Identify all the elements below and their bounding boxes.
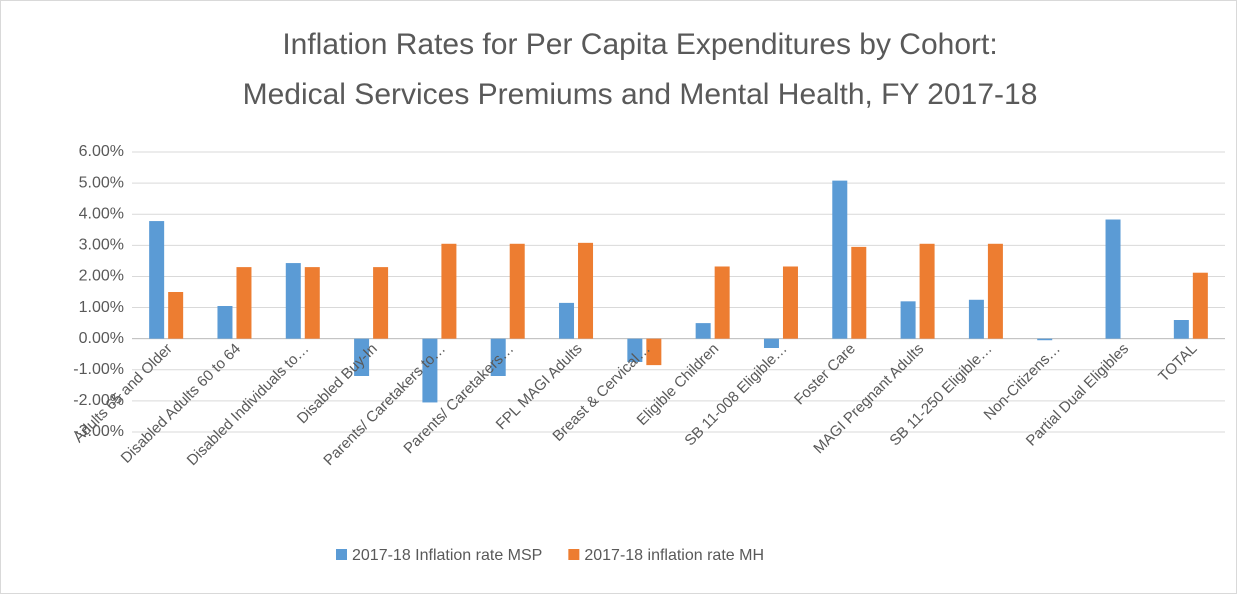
bar <box>1173 320 1189 339</box>
bar <box>782 266 798 339</box>
bar <box>578 242 594 339</box>
y-tick-label: 0.00% <box>79 330 124 347</box>
legend-label: 2017-18 inflation rate MH <box>584 547 764 564</box>
bar <box>149 221 165 339</box>
bar <box>559 302 575 339</box>
y-tick-label: 4.00% <box>79 205 124 222</box>
y-tick-label: 5.00% <box>79 174 124 191</box>
legend-label: 2017-18 Inflation rate MSP <box>352 547 542 564</box>
bar <box>217 306 233 339</box>
bar <box>509 243 525 339</box>
bar <box>1192 272 1208 339</box>
y-tick-label: -3.00% <box>73 423 124 440</box>
bar <box>1105 219 1121 339</box>
bar <box>236 267 252 339</box>
bar <box>285 263 301 339</box>
bar <box>900 301 916 339</box>
bar <box>646 338 662 366</box>
bar <box>987 243 1003 339</box>
bar <box>168 292 184 339</box>
bar <box>1037 338 1053 341</box>
y-tick-label: -1.00% <box>73 361 124 378</box>
bar <box>851 246 867 339</box>
y-tick-label: -2.00% <box>73 392 124 409</box>
bar <box>441 243 457 339</box>
y-tick-label: 3.00% <box>79 237 124 254</box>
bar <box>919 243 935 339</box>
bar <box>304 267 320 339</box>
legend-swatch <box>568 549 580 560</box>
y-tick-label: 2.00% <box>79 268 124 285</box>
chart-title: Inflation Rates for Per Capita Expenditu… <box>282 28 997 61</box>
bar <box>422 338 438 403</box>
bar <box>832 180 848 339</box>
bar <box>695 323 711 339</box>
bar <box>763 338 779 348</box>
bar <box>354 338 370 376</box>
chart-subtitle: Medical Services Premiums and Mental Hea… <box>243 78 1038 111</box>
bar <box>373 267 389 339</box>
y-tick-label: 6.00% <box>79 143 124 160</box>
legend-swatch <box>336 549 347 560</box>
bar <box>968 299 984 339</box>
y-tick-label: 1.00% <box>79 299 124 316</box>
bar <box>714 266 730 339</box>
bar <box>490 338 506 376</box>
bar <box>627 338 643 362</box>
